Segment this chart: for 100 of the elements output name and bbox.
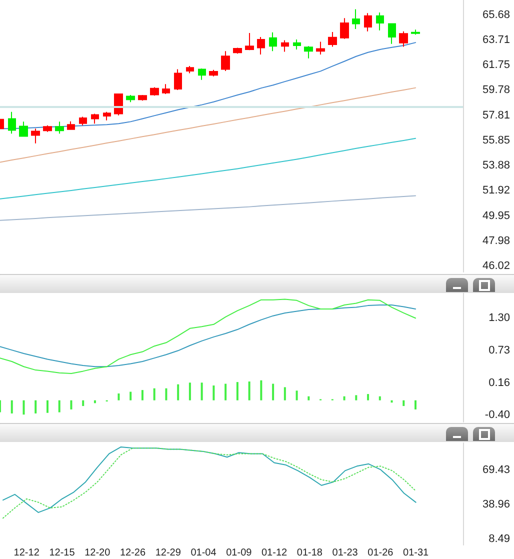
bar <box>414 400 417 410</box>
candlestick <box>114 93 123 116</box>
candlestick <box>399 30 408 48</box>
candlestick <box>352 8 360 30</box>
candlestick <box>411 29 420 36</box>
x-tick-label: 12-29 <box>155 548 182 558</box>
bar <box>22 400 25 415</box>
y-tick-label: 1.30 <box>488 312 510 324</box>
candlestick <box>91 113 99 124</box>
bar <box>236 382 238 400</box>
bar <box>212 385 215 400</box>
candlestick <box>328 31 337 48</box>
candlestick <box>269 32 277 52</box>
bar <box>118 393 120 400</box>
x-tick-label: 12-15 <box>49 548 76 558</box>
y-tick-label: 38.96 <box>482 498 510 511</box>
candlestick <box>43 124 52 132</box>
candlestick <box>174 68 182 90</box>
y-tick-label: 69.43 <box>482 464 510 476</box>
candlestick <box>376 12 384 31</box>
candlestick <box>103 111 111 121</box>
y-tick-label: 55.85 <box>482 134 510 146</box>
candlestick <box>67 120 75 130</box>
line-series <box>0 304 416 368</box>
candlestick <box>293 38 301 50</box>
x-tick-label: 01-09 <box>226 548 252 558</box>
y-tick-label: 0.16 <box>488 377 510 390</box>
x-tick-label: 12-12 <box>14 548 40 558</box>
candlestick <box>150 86 159 96</box>
bar <box>296 390 298 400</box>
bar <box>130 392 132 400</box>
candlestick <box>8 111 16 134</box>
candlestick <box>340 18 349 40</box>
x-tick-label: 01-31 <box>403 548 430 558</box>
bar <box>272 384 274 400</box>
bar <box>10 400 13 414</box>
y-tick-label: 57.81 <box>482 109 510 122</box>
candlestick <box>245 32 254 51</box>
x-tick-label: 01-26 <box>368 548 394 558</box>
candlestick <box>186 65 194 74</box>
candlestick <box>233 47 242 54</box>
bar <box>248 381 250 400</box>
bar <box>34 400 37 414</box>
candlestick <box>388 23 396 44</box>
y-tick-label: 0.73 <box>488 344 510 357</box>
bar <box>260 380 262 400</box>
y-tick-label: 65.68 <box>482 8 510 21</box>
candlestick <box>31 128 40 144</box>
bar <box>70 400 72 410</box>
bar <box>200 382 203 400</box>
candlestick <box>304 46 313 59</box>
y-tick-label: 63.71 <box>482 34 510 46</box>
bar <box>224 384 227 400</box>
candlestick <box>221 50 230 72</box>
bar <box>343 396 346 400</box>
y-tick-label: 8.49 <box>488 533 510 546</box>
y-tick-label: 47.98 <box>482 235 510 248</box>
line-series <box>0 87 416 163</box>
y-tick-label: 59.78 <box>482 84 510 96</box>
candlestick <box>55 121 64 134</box>
bar <box>58 400 60 412</box>
x-tick-label: 01-12 <box>261 548 288 558</box>
bar <box>402 400 405 406</box>
line-series <box>0 138 416 200</box>
x-tick-label: 12-26 <box>120 548 146 558</box>
bar <box>284 387 286 400</box>
bar <box>141 390 144 400</box>
bar <box>367 394 370 400</box>
y-tick-label: 53.88 <box>482 160 510 172</box>
y-tick-label: 61.75 <box>482 59 510 72</box>
x-tick-label: 01-04 <box>190 548 217 558</box>
bar <box>355 395 358 400</box>
y-tick-label: -0.40 <box>484 409 510 422</box>
candlestick <box>316 41 325 55</box>
y-tick-label: 46.02 <box>482 260 510 272</box>
candlestick <box>198 68 206 80</box>
candlestick <box>364 12 372 32</box>
candlestick <box>79 116 87 126</box>
y-tick-label: 51.92 <box>482 184 510 197</box>
candlestick <box>126 94 135 103</box>
candlestick <box>162 84 170 94</box>
line-series <box>0 195 416 221</box>
candlestick <box>19 121 28 138</box>
candlestick <box>209 69 218 77</box>
candlestick <box>138 94 147 102</box>
bar <box>378 396 381 400</box>
candlestick <box>281 40 289 52</box>
y-tick-label: 49.95 <box>482 210 510 222</box>
bar <box>165 388 168 400</box>
bar <box>82 400 84 406</box>
bar <box>177 384 180 400</box>
bar <box>188 382 191 400</box>
bar <box>308 396 310 400</box>
x-tick-label: 01-18 <box>296 548 323 558</box>
x-tick-label: 12-20 <box>84 548 111 558</box>
bar <box>46 400 48 413</box>
candlestick <box>257 36 265 55</box>
x-tick-label: 01-23 <box>332 548 358 558</box>
line-series <box>0 298 416 374</box>
bar <box>153 388 156 400</box>
